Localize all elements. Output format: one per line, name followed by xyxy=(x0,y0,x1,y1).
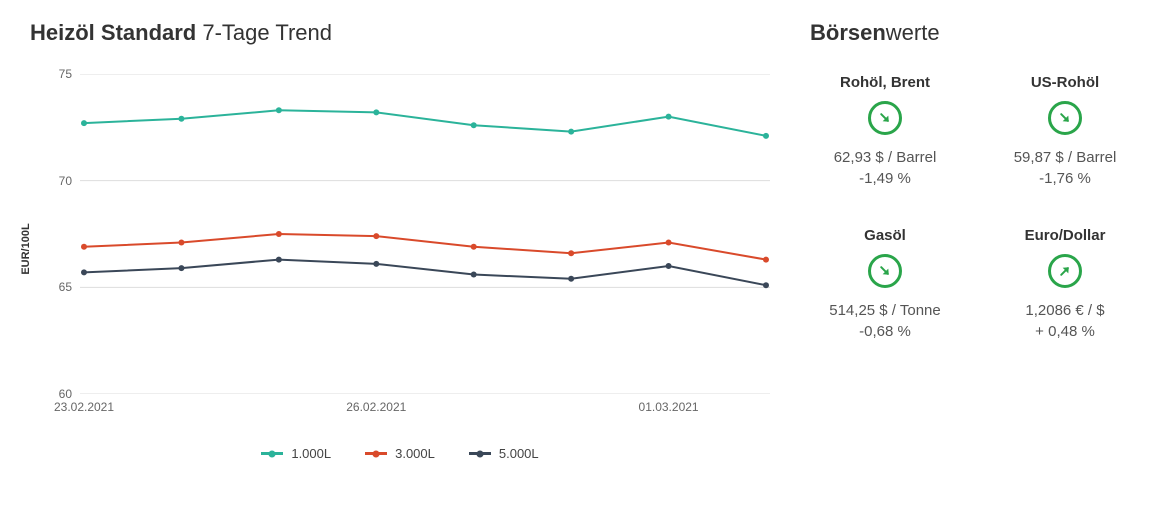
line-chart: EUR/100L 60657075 23.02.202126.02.202101… xyxy=(30,74,770,424)
market-item-name: Euro/Dollar xyxy=(990,227,1140,244)
market-item-name: Rohöl, Brent xyxy=(810,74,960,91)
chart-panel: Heizöl Standard 7-Tage Trend EUR/100L 60… xyxy=(30,20,770,461)
legend-label: 5.000L xyxy=(499,446,539,461)
market-item-price: 62,93 $ / Barrel xyxy=(810,149,960,166)
legend-label: 3.000L xyxy=(395,446,435,461)
legend-item: 5.000L xyxy=(469,446,539,461)
market-item-change: -0,68 % xyxy=(810,323,960,340)
market-panel: Börsenwerte Rohöl, Brent 62,93 $ / Barre… xyxy=(810,20,1140,461)
trend-up-icon xyxy=(1048,254,1082,288)
market-item-price: 514,25 $ / Tonne xyxy=(810,302,960,319)
x-tick-label: 23.02.2021 xyxy=(54,400,114,414)
trend-down-icon xyxy=(868,254,902,288)
market-item-change: + 0,48 % xyxy=(990,323,1140,340)
y-tick-label: 70 xyxy=(59,174,72,188)
market-item: Gasöl 514,25 $ / Tonne -0,68 % xyxy=(810,227,960,340)
chart-legend: 1.000L 3.000L 5.000L xyxy=(30,446,770,461)
legend-item: 3.000L xyxy=(365,446,435,461)
market-item-name: Gasöl xyxy=(810,227,960,244)
legend-swatch xyxy=(469,452,491,455)
y-tick-label: 60 xyxy=(59,387,72,401)
trend-down-icon xyxy=(1048,101,1082,135)
legend-swatch xyxy=(365,452,387,455)
market-item-name: US-Rohöl xyxy=(990,74,1140,91)
trend-down-icon xyxy=(868,101,902,135)
market-item: Euro/Dollar 1,2086 € / $ + 0,48 % xyxy=(990,227,1140,340)
x-tick-label: 01.03.2021 xyxy=(639,400,699,414)
market-item-price: 59,87 $ / Barrel xyxy=(990,149,1140,166)
legend-label: 1.000L xyxy=(291,446,331,461)
chart-title-rest: 7-Tage Trend xyxy=(196,20,332,45)
market-title-bold: Börsen xyxy=(810,20,886,45)
market-item-price: 1,2086 € / $ xyxy=(990,302,1140,319)
market-title: Börsenwerte xyxy=(810,20,1140,46)
market-item: Rohöl, Brent 62,93 $ / Barrel -1,49 % xyxy=(810,74,960,187)
chart-title-bold: Heizöl Standard xyxy=(30,20,196,45)
chart-title: Heizöl Standard 7-Tage Trend xyxy=(30,20,770,46)
legend-swatch xyxy=(261,452,283,455)
market-title-rest: werte xyxy=(886,20,940,45)
market-item-change: -1,49 % xyxy=(810,170,960,187)
x-tick-label: 26.02.2021 xyxy=(346,400,406,414)
market-item-change: -1,76 % xyxy=(990,170,1140,187)
y-tick-label: 75 xyxy=(59,67,72,81)
y-tick-label: 65 xyxy=(59,280,72,294)
market-item: US-Rohöl 59,87 $ / Barrel -1,76 % xyxy=(990,74,1140,187)
legend-item: 1.000L xyxy=(261,446,331,461)
